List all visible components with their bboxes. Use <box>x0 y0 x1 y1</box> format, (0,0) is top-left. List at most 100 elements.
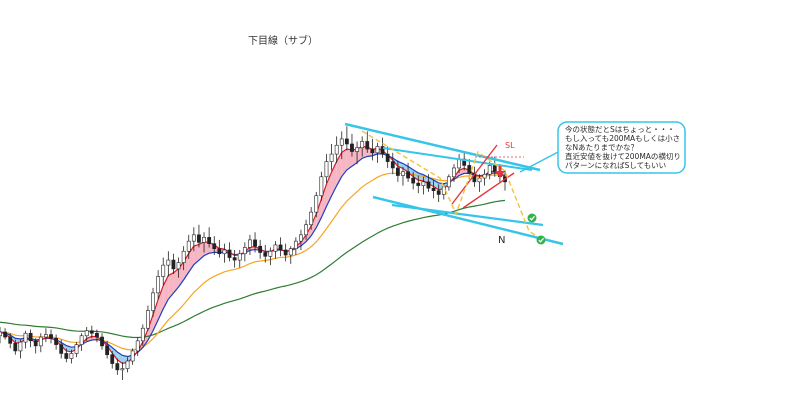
candle <box>64 348 69 363</box>
candle <box>18 339 23 359</box>
candle <box>411 171 416 190</box>
ma-cloud-segment <box>306 225 312 242</box>
candle <box>120 362 125 380</box>
candle <box>375 142 380 163</box>
channel-upper-inner-line <box>382 147 533 171</box>
ma-cloud-segment <box>198 241 205 261</box>
candle <box>23 330 28 349</box>
trendline-layer <box>344 122 564 246</box>
candle <box>401 166 405 186</box>
ma-cloud-segment <box>168 272 174 300</box>
candle <box>258 239 263 259</box>
candle <box>248 234 252 256</box>
candle <box>186 234 191 259</box>
candle <box>436 184 441 203</box>
candle <box>380 137 385 158</box>
candle <box>110 350 115 369</box>
candle <box>13 339 18 355</box>
note-line: 今の状態だとSはちょっと・・・ <box>565 124 675 134</box>
ma-cloud-segment <box>321 184 327 218</box>
channel-lower-outer-line <box>372 195 564 246</box>
candle <box>406 162 410 182</box>
candle <box>0 326 2 344</box>
ma-cloud-segment <box>204 241 210 256</box>
ma-slow-line <box>0 153 506 358</box>
stop-loss-label: SL <box>505 141 515 150</box>
ma-fast-line <box>0 145 506 364</box>
note-callout: 今の状態だとSはちょっと・・・ もし入っても200MAもしくは小さ なNあたりま… <box>519 121 686 174</box>
ma-cloud-segment <box>341 149 347 177</box>
candle <box>390 152 395 175</box>
ma-cloud-segment <box>316 199 322 228</box>
candle <box>452 164 456 182</box>
candle <box>59 339 64 359</box>
ma-cloud-segment <box>112 347 118 360</box>
candle <box>319 171 324 201</box>
candle <box>130 348 135 365</box>
candle <box>242 242 247 262</box>
note-line: 直近安値を抜けて200MAの横切り <box>565 151 681 161</box>
target-check-icon <box>536 235 546 245</box>
target-check-icon <box>527 213 537 223</box>
candle <box>309 207 314 230</box>
candle <box>334 136 339 163</box>
candle <box>105 340 110 359</box>
candle <box>28 329 33 348</box>
candle <box>166 251 171 277</box>
candle <box>115 358 120 375</box>
candle <box>370 138 375 161</box>
candle <box>293 237 298 256</box>
candle <box>227 242 232 262</box>
ma-cloud-segment <box>336 152 342 186</box>
note-line: もし入っても200MAもしくは小さ <box>565 134 680 143</box>
candle <box>84 326 89 341</box>
moving-average-layer <box>0 145 506 364</box>
candle <box>222 243 227 263</box>
ma-cloud-segment <box>418 172 424 181</box>
candle <box>146 305 150 331</box>
ma-cloud-segment <box>147 314 154 341</box>
candle <box>237 249 242 268</box>
candle <box>268 247 273 266</box>
down-arrow-icon <box>495 166 505 178</box>
candle <box>38 333 43 353</box>
candle <box>135 337 140 356</box>
candle <box>212 236 217 256</box>
ma-long-line <box>0 199 506 339</box>
ma-cloud-segment <box>311 213 317 236</box>
candle <box>288 246 293 264</box>
candle <box>8 333 13 349</box>
candle <box>95 329 99 343</box>
candle <box>350 133 354 157</box>
candle <box>360 136 365 157</box>
candle <box>207 227 212 248</box>
candle <box>54 334 59 350</box>
candle <box>339 131 344 160</box>
candle <box>3 328 8 340</box>
candle <box>304 219 308 240</box>
candle <box>140 324 145 346</box>
candle <box>426 174 431 192</box>
target-n-label: N <box>498 235 505 246</box>
note-line: なNあたりまでかな？ <box>565 143 638 152</box>
candle <box>324 154 329 184</box>
candle <box>385 146 390 168</box>
candle <box>355 141 359 165</box>
ma-cloud-segment <box>351 149 358 167</box>
candle <box>44 328 48 343</box>
candle <box>283 243 288 262</box>
candle <box>74 342 79 358</box>
candle <box>263 244 268 263</box>
candle <box>299 229 303 250</box>
ma-cloud-segment <box>173 268 179 294</box>
candle <box>278 237 283 257</box>
projection-dashed-path <box>361 130 543 241</box>
candle <box>197 224 201 248</box>
candle <box>217 239 222 258</box>
candlestick-layer <box>0 126 507 380</box>
candle <box>202 232 206 253</box>
channel-upper-line <box>344 122 541 172</box>
ma-cloud-segment <box>346 149 352 170</box>
candle <box>89 325 94 339</box>
